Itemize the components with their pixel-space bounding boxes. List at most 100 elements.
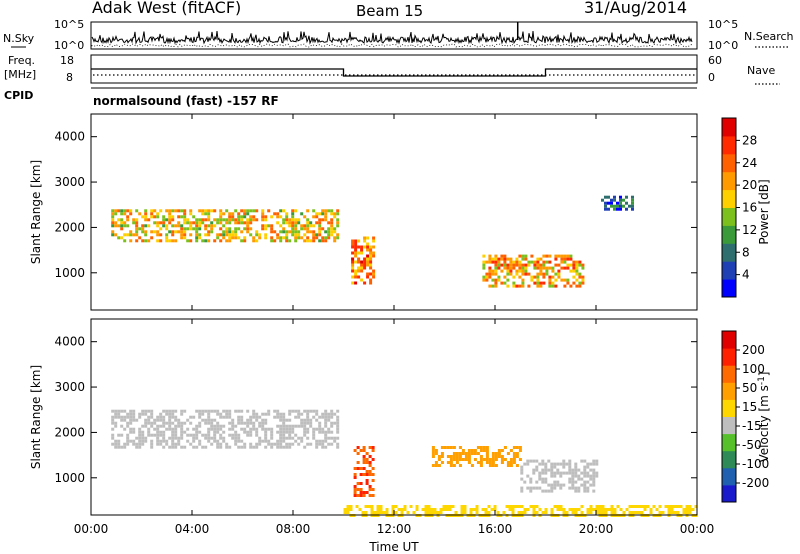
heatmap-cell <box>216 442 220 446</box>
heatmap-cell <box>195 409 199 413</box>
heatmap-cell <box>506 278 510 282</box>
heatmap-cell <box>485 458 489 461</box>
heatmap-cell <box>318 224 322 228</box>
heatmap-cell <box>318 421 322 425</box>
heatmap-cell <box>192 221 196 225</box>
heatmap-cell <box>204 212 208 216</box>
heatmap-cell <box>207 412 211 416</box>
heatmap-cell <box>431 464 435 467</box>
heatmap-cell <box>189 209 193 213</box>
heatmap-cell <box>509 449 513 452</box>
heatmap-cell <box>463 511 467 514</box>
heatmap-cell <box>568 459 572 463</box>
heatmap-cell <box>532 459 536 463</box>
heatmap-cell <box>240 239 244 243</box>
heatmap-cell <box>581 275 585 279</box>
heatmap-cell <box>222 436 226 440</box>
heatmap-cell <box>213 439 217 443</box>
heatmap-cell <box>216 424 220 428</box>
heatmap-cell <box>117 433 121 437</box>
heatmap-cell <box>488 266 492 270</box>
heatmap-cell <box>376 511 380 514</box>
heatmap-cell <box>488 272 492 276</box>
colorbar-segment <box>722 331 736 349</box>
heatmap-cell <box>479 455 483 458</box>
heatmap-cell <box>622 198 625 202</box>
heatmap-cell <box>327 415 331 419</box>
heatmap-cell <box>670 508 674 511</box>
heatmap-cell <box>491 464 495 467</box>
heatmap-cell <box>219 218 223 222</box>
heatmap-cell <box>515 464 519 467</box>
heatmap-cell <box>568 477 572 481</box>
heatmap-cell <box>491 272 495 276</box>
heatmap-cell <box>485 278 489 282</box>
heatmap-cell <box>514 505 518 508</box>
heatmap-cell <box>303 433 307 437</box>
heatmap-cell <box>371 449 375 452</box>
heatmap-cell <box>592 508 596 511</box>
heatmap-cell <box>595 462 599 466</box>
heatmap-cell <box>225 442 229 446</box>
heatmap-cell <box>126 421 130 425</box>
heatmap-cell <box>560 260 564 264</box>
heatmap-cell <box>324 439 328 443</box>
heatmap-cell <box>276 430 280 434</box>
freq-trace <box>91 68 697 77</box>
heatmap-cell <box>415 505 419 508</box>
heatmap-cell <box>297 221 301 225</box>
heatmap-cell <box>330 409 334 413</box>
heatmap-cell <box>563 284 567 288</box>
heatmap-cell <box>366 242 370 246</box>
heatmap-cell <box>569 284 573 288</box>
heatmap-cell <box>234 233 238 237</box>
heatmap-cell <box>512 281 516 285</box>
heatmap-cell <box>604 508 608 511</box>
heatmap-cell <box>497 266 501 270</box>
heatmap-cell <box>195 236 199 240</box>
heatmap-cell <box>589 483 593 487</box>
heatmap-cell <box>346 505 350 508</box>
heatmap-cell <box>267 427 271 431</box>
heatmap-cell <box>246 424 250 428</box>
heatmap-cell <box>494 452 498 455</box>
heatmap-cell <box>512 275 516 279</box>
heatmap-cell <box>144 436 148 440</box>
heatmap-cell <box>488 257 492 261</box>
beam-label: Beam 15 <box>356 2 423 20</box>
heatmap-cell <box>424 505 428 508</box>
heatmap-cell <box>285 442 289 446</box>
heatmap-cell <box>171 442 175 446</box>
heatmap-cell <box>183 218 187 222</box>
heatmap-cell <box>156 427 160 431</box>
heatmap-cell <box>541 477 545 481</box>
heatmap-cell <box>397 508 401 511</box>
heatmap-cell <box>556 462 560 466</box>
heatmap-cell <box>279 215 283 219</box>
heatmap-cell <box>300 212 304 216</box>
heatmap-cell <box>267 412 271 416</box>
heatmap-cell <box>369 272 373 276</box>
heatmap-cell <box>324 218 328 222</box>
heatmap-cell <box>318 230 322 234</box>
heatmap-cell <box>360 269 364 273</box>
heatmap-cell <box>321 209 325 213</box>
heatmap-cell <box>556 483 560 487</box>
heatmap-cell <box>370 511 374 514</box>
heatmap-cell <box>114 221 118 225</box>
heatmap-cell <box>449 458 453 461</box>
heatmap-cell <box>500 281 504 285</box>
heatmap-cell <box>306 221 310 225</box>
heatmap-cell <box>616 204 619 208</box>
heatmap-cell <box>550 508 554 511</box>
heatmap-cell <box>365 473 369 476</box>
heatmap-cell <box>303 215 307 219</box>
heatmap-cell <box>222 230 226 234</box>
heatmap-cell <box>625 508 629 511</box>
heatmap-cell <box>520 486 524 490</box>
heatmap-cell <box>228 433 232 437</box>
heatmap-cell <box>225 230 229 234</box>
heatmap-cell <box>213 409 217 413</box>
heatmap-cell <box>452 446 456 449</box>
heatmap-cell <box>508 508 512 511</box>
